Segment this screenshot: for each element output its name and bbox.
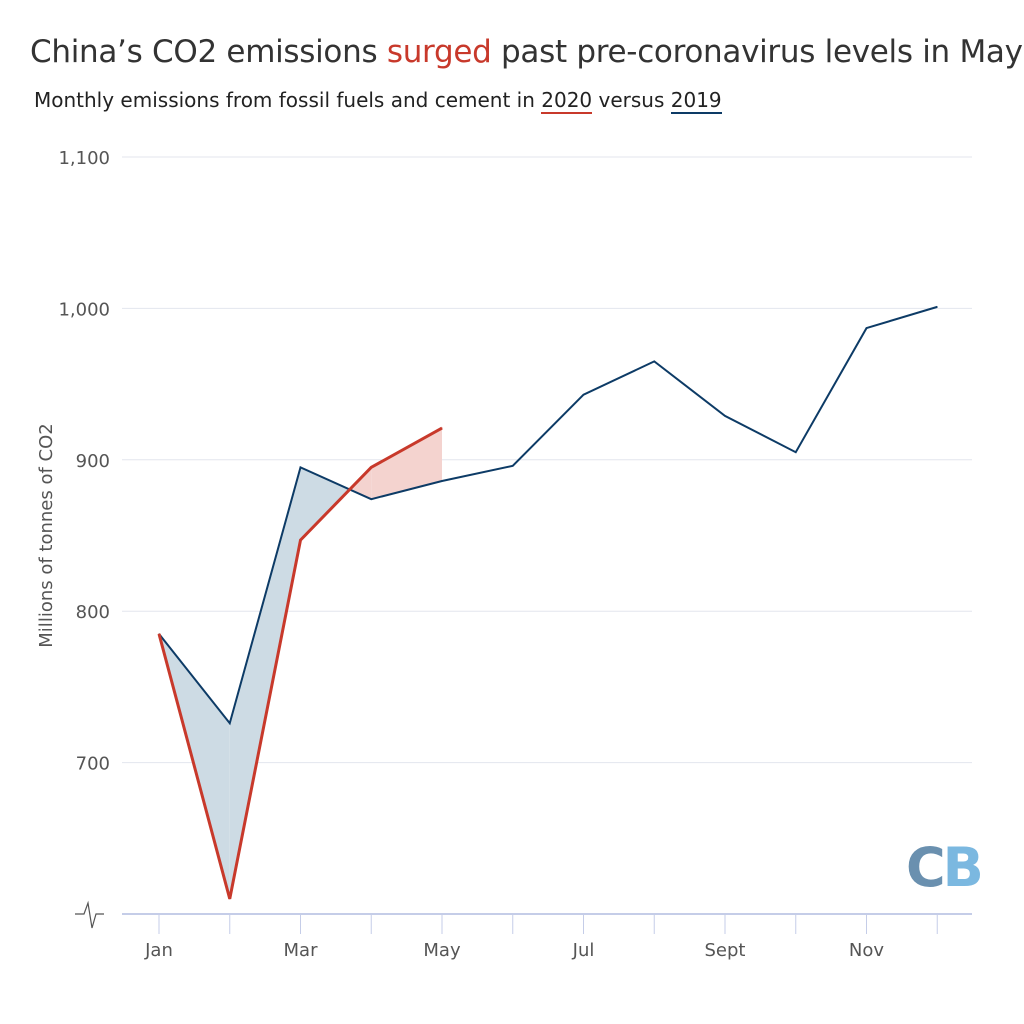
gap-fill-above: [371, 428, 442, 500]
x-tick-label: Nov: [849, 940, 884, 961]
data-point-2019: [653, 360, 655, 362]
y-axis-label: Millions of tonnes of CO2: [36, 423, 57, 647]
data-point-2020: [441, 427, 443, 429]
x-tick-label: Sept: [705, 940, 746, 961]
data-point-2020: [300, 539, 301, 541]
data-point-2020: [370, 466, 372, 468]
legend-2019: 2019: [670, 88, 722, 114]
data-point-2019: [866, 327, 867, 329]
gap-fill-below: [229, 467, 301, 899]
data-point-2019: [724, 415, 726, 417]
data-point-2019: [370, 498, 372, 500]
y-tick-label: 1,100: [58, 148, 110, 169]
x-tick-label: Jan: [144, 940, 173, 961]
data-point-2019: [583, 394, 584, 396]
x-tick-label: Mar: [284, 940, 319, 961]
data-point-2019: [300, 466, 301, 468]
data-point-2019: [441, 480, 443, 482]
data-point-2019: [229, 722, 231, 724]
axis-break-icon: [75, 900, 104, 929]
title-text: China’s CO2 emissions: [30, 34, 387, 70]
y-tick-label: 1,000: [58, 299, 110, 320]
legend-2020: 2020: [541, 88, 593, 114]
y-tick-label: 700: [76, 754, 110, 775]
data-point-2019: [795, 451, 797, 453]
subtitle-middle: versus: [592, 88, 671, 112]
carbon-brief-logo: CB: [906, 836, 984, 899]
data-point-2020: [158, 633, 160, 635]
gap-fill-below: [300, 467, 350, 541]
x-tick-label: Jul: [572, 940, 595, 961]
title-text-end: past pre-coronavirus levels in May: [491, 34, 1023, 70]
y-tick-label: 800: [76, 602, 110, 623]
title-highlight: surged: [386, 34, 492, 70]
y-tick-label: 900: [76, 451, 110, 472]
chart-subtitle: Monthly emissions from fossil fuels and …: [34, 88, 722, 114]
chart-title: China’s CO2 emissions surged past pre-co…: [30, 34, 1023, 70]
subtitle-text: Monthly emissions from fossil fuels and …: [34, 88, 542, 112]
x-tick-label: May: [423, 940, 461, 961]
data-point-2020: [229, 898, 231, 900]
data-point-2019: [936, 306, 938, 308]
data-point-2019: [512, 465, 514, 467]
series-line-2019: [158, 305, 938, 726]
